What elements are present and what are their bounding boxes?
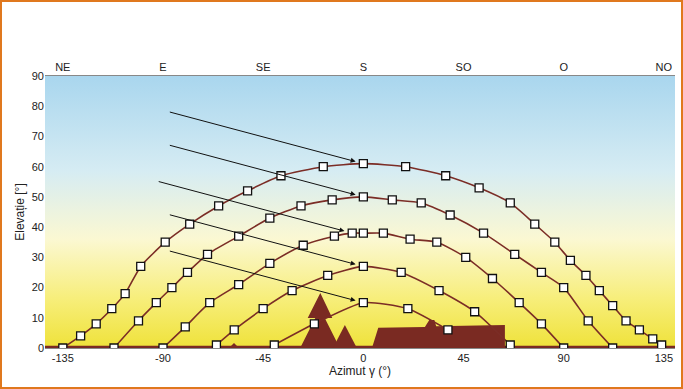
svg-text:135: 135	[655, 352, 673, 364]
svg-text:60: 60	[32, 161, 44, 173]
svg-text:0: 0	[360, 352, 366, 364]
svg-text:-45: -45	[255, 352, 271, 364]
svg-text:Elevație [°]: Elevație [°]	[13, 183, 27, 241]
svg-text:40: 40	[32, 221, 44, 233]
svg-text:10: 10	[32, 312, 44, 324]
svg-text:45: 45	[457, 352, 469, 364]
svg-text:SO: SO	[456, 61, 472, 73]
svg-text:80: 80	[32, 100, 44, 112]
svg-text:S: S	[360, 61, 367, 73]
svg-text:E: E	[159, 61, 166, 73]
svg-text:30: 30	[32, 251, 44, 263]
svg-text:NE: NE	[55, 61, 70, 73]
svg-text:SE: SE	[256, 61, 271, 73]
svg-text:0: 0	[38, 342, 44, 354]
svg-text:-90: -90	[155, 352, 171, 364]
svg-text:NO: NO	[656, 61, 673, 73]
svg-text:90: 90	[558, 352, 570, 364]
svg-text:20: 20	[32, 281, 44, 293]
svg-text:Azimut γ (°): Azimut γ (°)	[329, 364, 391, 378]
svg-text:50: 50	[32, 191, 44, 203]
svg-text:90: 90	[32, 70, 44, 82]
svg-text:-135: -135	[52, 352, 74, 364]
svg-text:O: O	[559, 61, 568, 73]
svg-text:70: 70	[32, 130, 44, 142]
